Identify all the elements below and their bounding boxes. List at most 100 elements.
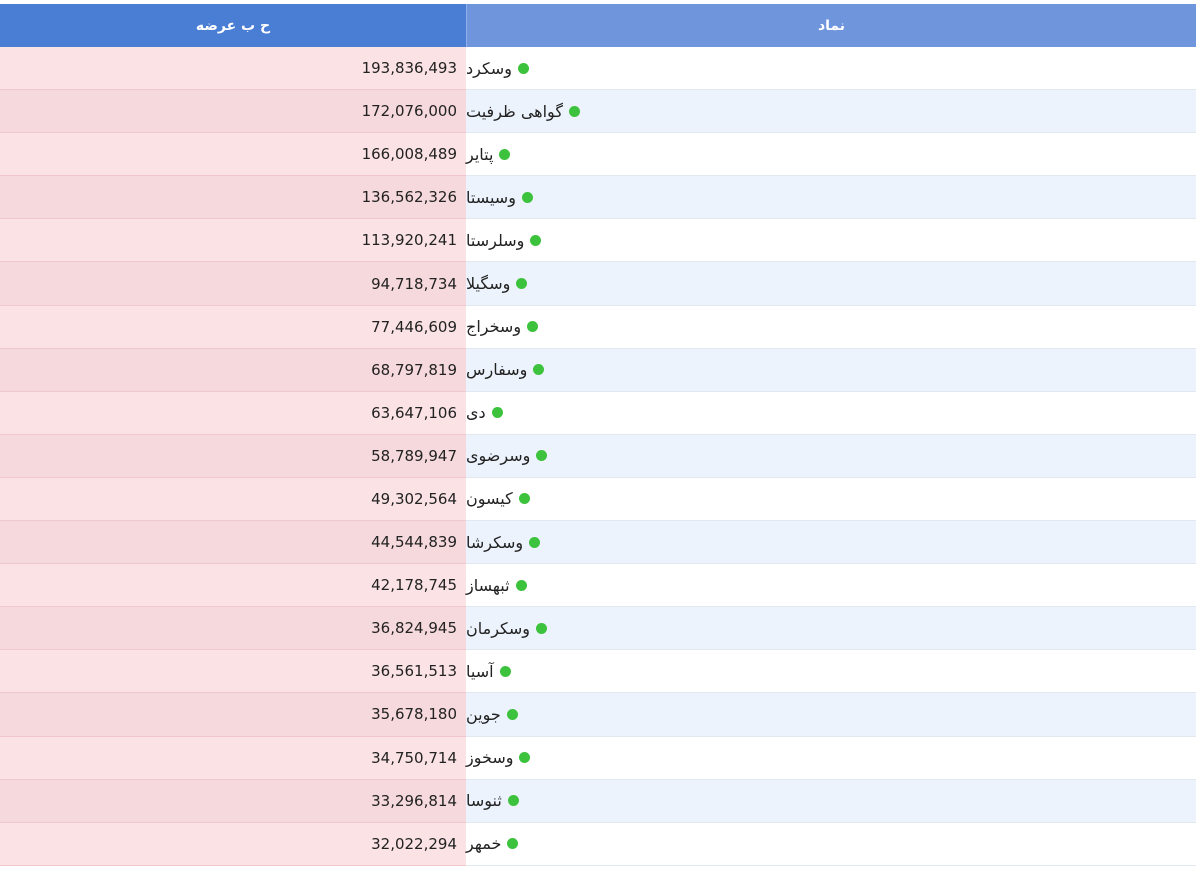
- status-dot-icon: [529, 536, 541, 548]
- symbol-cell: وسکرمان: [466, 607, 1196, 651]
- table-row[interactable]: 33,296,814 ثنوسا: [0, 779, 1196, 823]
- supply-volume-cell: 113,920,241: [0, 219, 466, 263]
- symbol-label[interactable]: وسیستا: [466, 187, 516, 207]
- table-row[interactable]: 34,750,714 وسخوز: [0, 736, 1196, 780]
- table-row[interactable]: 36,561,513 آسیا: [0, 650, 1196, 694]
- symbol-cell: وسرضوی: [466, 434, 1196, 478]
- symbol-wrapper: وسگیلا: [466, 274, 528, 294]
- status-dot-icon: [568, 105, 580, 117]
- symbol-cell: وسگیلا: [466, 262, 1196, 306]
- symbol-cell: وسکرد: [466, 47, 1196, 91]
- supply-volume-cell: 77,446,609: [0, 305, 466, 349]
- symbol-wrapper: ثنوسا: [466, 791, 519, 810]
- symbol-label[interactable]: وسرضوی: [466, 446, 531, 466]
- supply-volume-cell: 172,076,000: [0, 90, 466, 134]
- symbol-label[interactable]: گواهی ظرفیت: [466, 101, 563, 121]
- supply-volume-cell: 58,789,947: [0, 434, 466, 478]
- table-row[interactable]: 94,718,734 وسگیلا: [0, 262, 1196, 306]
- table-row[interactable]: 113,920,241 وسلرستا: [0, 219, 1196, 263]
- table-row[interactable]: 49,302,564 کیسون: [0, 477, 1196, 522]
- symbol-label[interactable]: وسخوز: [466, 748, 514, 768]
- symbol-cell: پتایر: [466, 133, 1196, 177]
- symbol-cell: آسیا: [466, 650, 1196, 694]
- symbol-cell: وسخوز: [466, 736, 1196, 780]
- symbol-cell: خمهر: [466, 822, 1196, 866]
- supply-volume-cell: 36,824,945: [0, 607, 466, 651]
- symbol-wrapper: وسیستا: [466, 188, 533, 207]
- supply-volume-cell: 36,561,513: [0, 650, 466, 694]
- symbol-label[interactable]: خمهر: [466, 834, 502, 854]
- status-dot-icon: [499, 665, 511, 677]
- symbol-wrapper: وسکرد: [466, 59, 529, 78]
- supply-volume-cell: 94,718,734: [0, 262, 466, 306]
- table-row[interactable]: 77,446,609 وسخراج: [0, 305, 1196, 349]
- symbol-label[interactable]: ثنوسا: [466, 791, 502, 811]
- symbol-wrapper: وسخوز: [466, 748, 531, 768]
- symbol-cell: وسفارس: [466, 348, 1196, 392]
- symbol-label[interactable]: وسکرمان: [466, 618, 530, 638]
- symbol-wrapper: گواهی ظرفیت: [466, 102, 580, 121]
- symbol-wrapper: آسیا: [466, 662, 511, 681]
- symbol-wrapper: کیسون: [466, 489, 530, 508]
- supply-volume-cell: 68,797,819: [0, 348, 466, 392]
- supply-volume-cell: 193,836,493: [0, 47, 466, 91]
- table-row[interactable]: 35,678,180 جوین: [0, 693, 1196, 737]
- symbol-label[interactable]: وسکرد: [466, 58, 512, 78]
- supply-volume-cell: 136,562,326: [0, 176, 466, 220]
- status-dot-icon: [519, 752, 531, 764]
- symbol-label[interactable]: وسکرشا: [466, 532, 524, 552]
- supply-volume-cell: 49,302,564: [0, 477, 466, 522]
- table-body: 193,836,493 وسکرد 172,076,000 گواهی ظرفیت 16…: [0, 47, 1196, 866]
- symbol-wrapper: دی: [466, 403, 503, 422]
- status-dot-icon: [536, 450, 548, 462]
- table-row[interactable]: 36,824,945 وسکرمان: [0, 607, 1196, 651]
- status-dot-icon: [491, 407, 503, 419]
- table-row[interactable]: 44,544,839 وسکرشا: [0, 521, 1196, 565]
- supply-volume-cell: 32,022,294: [0, 822, 466, 866]
- table-row[interactable]: 68,797,819 وسفارس: [0, 348, 1196, 392]
- supply-volume-cell: 34,750,714: [0, 736, 466, 780]
- table-row[interactable]: 63,647,106 دی: [0, 391, 1196, 435]
- symbol-label[interactable]: ثبهساز: [466, 575, 510, 595]
- status-dot-icon: [521, 191, 533, 203]
- symbol-cell: وسلرستا: [466, 219, 1196, 263]
- status-dot-icon: [507, 795, 519, 807]
- symbol-wrapper: وسکرشا: [466, 532, 541, 552]
- table-row[interactable]: 136,562,326 وسیستا: [0, 176, 1196, 220]
- status-dot-icon: [518, 493, 530, 505]
- header-supply-volume[interactable]: ح ب عرضه: [0, 4, 466, 47]
- symbol-label[interactable]: کیسون: [466, 489, 513, 509]
- header-symbol[interactable]: نماد: [466, 4, 1196, 47]
- symbol-wrapper: ثبهساز: [466, 576, 527, 595]
- supply-volume-cell: 63,647,106: [0, 391, 466, 435]
- symbol-cell: وسخراج: [466, 305, 1196, 349]
- status-dot-icon: [527, 321, 539, 333]
- symbol-cell: جوین: [466, 693, 1196, 737]
- status-dot-icon: [506, 708, 518, 720]
- table-row[interactable]: 166,008,489 پتایر: [0, 133, 1196, 177]
- status-dot-icon: [517, 62, 529, 74]
- symbol-wrapper: وسرضوی: [466, 446, 548, 466]
- symbol-cell: کیسون: [466, 477, 1196, 522]
- table-row[interactable]: 193,836,493 وسکرد: [0, 47, 1196, 91]
- status-dot-icon: [530, 234, 542, 246]
- table-row[interactable]: 172,076,000 گواهی ظرفیت: [0, 90, 1196, 134]
- symbol-label[interactable]: جوین: [466, 704, 501, 724]
- symbol-label[interactable]: پتایر: [466, 144, 494, 164]
- supply-volume-cell: 166,008,489: [0, 133, 466, 177]
- table-row[interactable]: 42,178,745 ثبهساز: [0, 564, 1196, 608]
- symbol-label[interactable]: وسلرستا: [466, 230, 525, 250]
- symbol-wrapper: وسخراج: [466, 317, 539, 337]
- symbol-label[interactable]: وسفارس: [466, 360, 528, 380]
- table-row[interactable]: 58,789,947 وسرضوی: [0, 434, 1196, 478]
- symbol-wrapper: پتایر: [466, 144, 511, 164]
- symbol-label[interactable]: وسگیلا: [466, 274, 511, 294]
- table-row[interactable]: 32,022,294 خمهر: [0, 822, 1196, 866]
- symbol-wrapper: وسلرستا: [466, 230, 542, 250]
- symbol-label[interactable]: آسیا: [466, 661, 494, 681]
- supply-volume-cell: 42,178,745: [0, 564, 466, 608]
- symbol-label[interactable]: دی: [466, 403, 486, 423]
- symbol-cell: ثبهساز: [466, 564, 1196, 608]
- symbol-label[interactable]: وسخراج: [466, 317, 522, 337]
- symbol-wrapper: وسکرمان: [466, 619, 547, 638]
